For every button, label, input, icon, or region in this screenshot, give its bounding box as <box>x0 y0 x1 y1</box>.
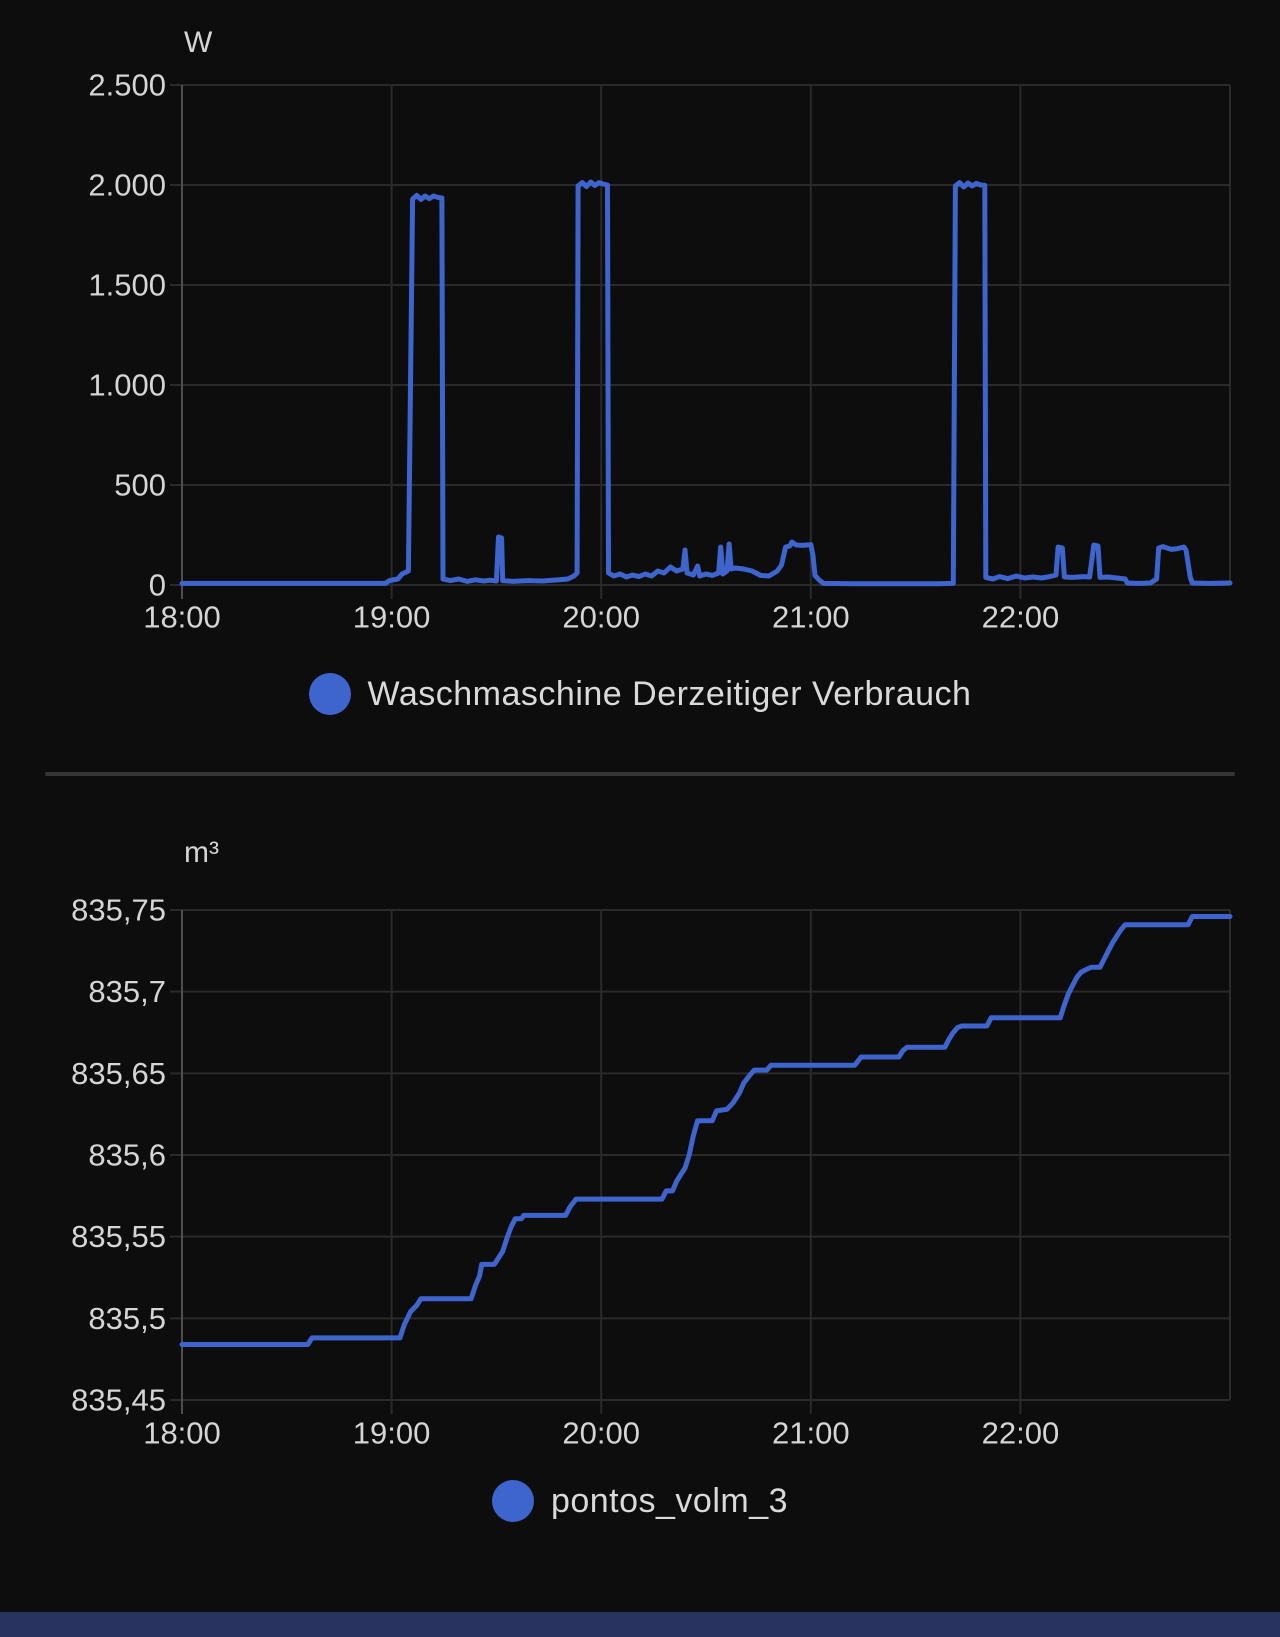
legend-dot-icon <box>308 673 351 715</box>
x-tick-label: 19:00 <box>353 1416 431 1451</box>
volume-chart-legend[interactable]: pontos_volm_3 <box>0 1473 1280 1529</box>
power-chart-legend[interactable]: Waschmaschine Derzeitiger Verbrauch <box>0 666 1280 722</box>
x-tick-label: 19:00 <box>353 600 431 635</box>
power-consumption-chart[interactable]: 0 500 1.000 1.500 2.000 2.500 18:00 19:00 20:00 2… <box>0 0 1280 640</box>
y-tick-label: 2.000 <box>88 168 166 203</box>
y-tick-label: 2.500 <box>88 68 166 103</box>
x-tick-label: 20:00 <box>562 1416 640 1451</box>
y-tick-label: 835,5 <box>88 1301 166 1336</box>
series-line <box>179 179 1233 587</box>
y-tick-label: 835,7 <box>88 974 166 1009</box>
x-tick-label: 18:00 <box>143 600 221 635</box>
y-tick-label: 500 <box>114 468 166 503</box>
y-tick-label: 835,65 <box>71 1056 166 1091</box>
bottom-nav-bar <box>0 1612 1280 1637</box>
y-tick-label: 835,6 <box>88 1138 166 1173</box>
y-tick-label: 835,75 <box>71 893 166 928</box>
x-tick-label: 20:00 <box>562 600 640 635</box>
x-tick-label: 18:00 <box>143 1416 221 1451</box>
x-tick-label: 22:00 <box>982 1416 1060 1451</box>
series-line <box>179 914 1233 1347</box>
legend-dot-icon <box>491 1480 534 1522</box>
legend-label: Waschmaschine Derzeitiger Verbrauch <box>367 674 972 713</box>
x-tick-label: 22:00 <box>982 600 1060 635</box>
legend-label: pontos_volm_3 <box>550 1481 789 1520</box>
unit-label: m³ <box>184 836 219 869</box>
y-tick-label: 835,55 <box>71 1219 166 1254</box>
unit-label: W <box>184 26 213 59</box>
section-divider <box>45 772 1235 776</box>
x-tick-label: 21:00 <box>772 600 850 635</box>
y-tick-label: 835,45 <box>71 1383 166 1418</box>
water-volume-chart[interactable]: 835,45 835,5 835,55 835,6 835,65 835,7 835,75 1… <box>0 800 1280 1460</box>
y-tick-label: 0 <box>149 568 166 603</box>
x-tick-label: 21:00 <box>772 1416 850 1451</box>
y-tick-label: 1.500 <box>88 268 166 303</box>
y-tick-label: 1.000 <box>88 368 166 403</box>
